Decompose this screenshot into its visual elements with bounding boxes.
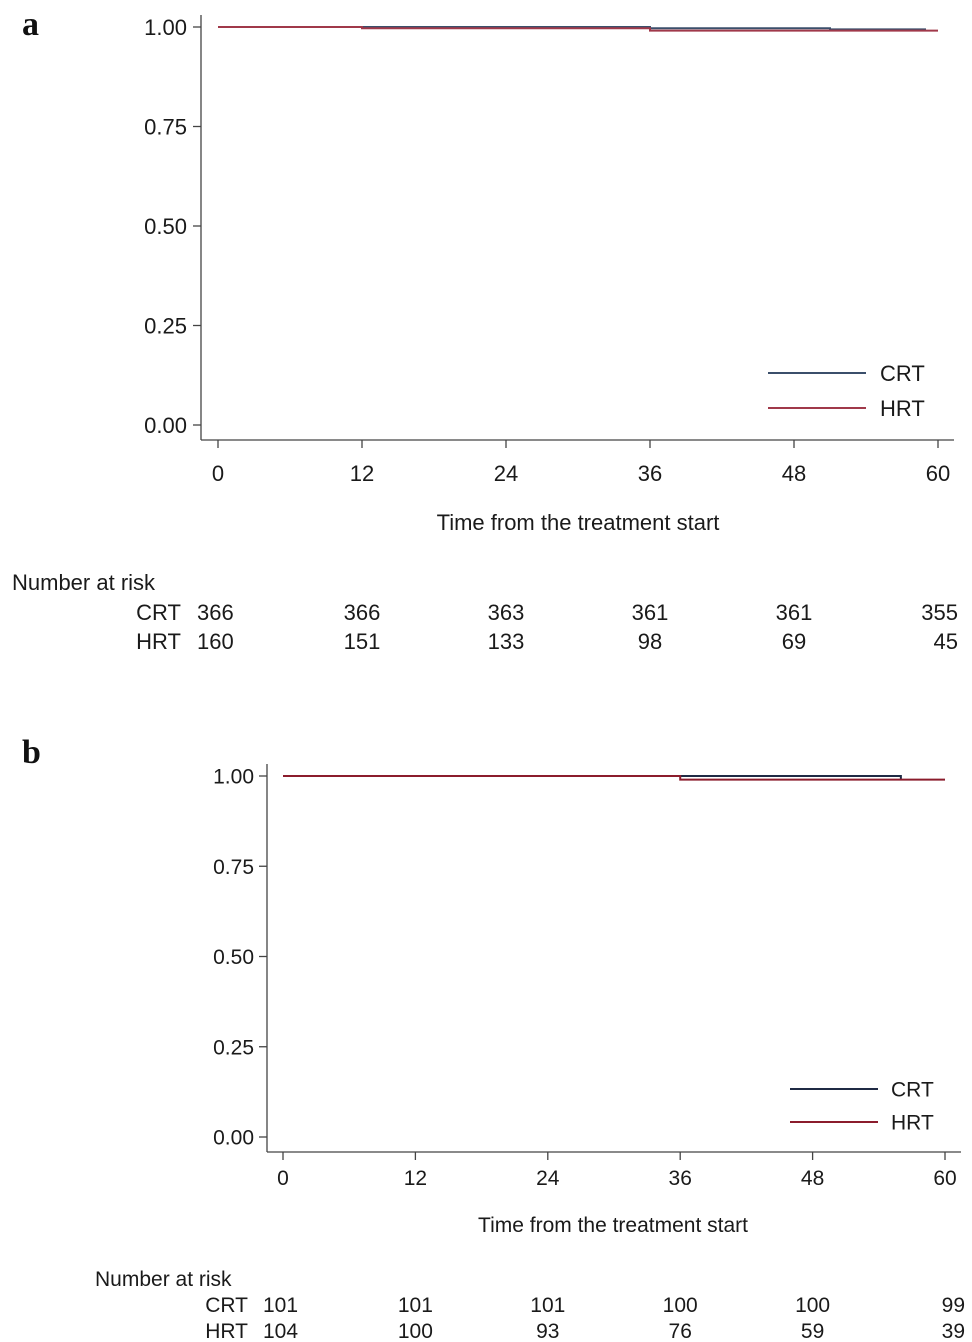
panel-b-y-tick-label: 0.00 (213, 1127, 254, 1150)
panel-b-y-tick-label: 0.75 (213, 856, 254, 879)
panel-a-y-tick-label: 0.25 (144, 313, 187, 338)
panel-a-x-tick-label: 24 (494, 461, 518, 486)
panel-b-risk-value: 101 (263, 1294, 298, 1317)
panel-b-risk-value: 59 (801, 1320, 824, 1342)
panel-a-risk-value: 133 (488, 629, 525, 654)
panel-b-risk-value: 101 (530, 1294, 565, 1317)
panel-a-x-tick-label: 60 (926, 461, 950, 486)
panel-a-risk-value: 151 (344, 629, 381, 654)
panel-a-legend-label-hrt: HRT (880, 396, 925, 421)
panel-a-risk-row-label: CRT (136, 600, 181, 625)
panel-a-x-axis-title: Time from the treatment start (437, 510, 720, 535)
panel-b-legend-label-crt: CRT (891, 1079, 934, 1102)
panel-b-risk-value: 93 (536, 1320, 559, 1342)
panel-a-risk-value: 361 (776, 600, 813, 625)
panel-a-x-tick-label: 48 (782, 461, 806, 486)
panel-b-risk-value: 99 (942, 1294, 965, 1317)
panel-a-risk-value: 45 (934, 629, 958, 654)
panel-letter-b: b (22, 734, 41, 771)
panel-a-risk-value: 361 (632, 600, 669, 625)
panel-b-legend-label-hrt: HRT (891, 1112, 934, 1135)
panel-a-risk-value: 160 (197, 629, 234, 654)
panel-b-risk-value: 100 (663, 1294, 698, 1317)
panel-b-y-tick-label: 1.00 (213, 766, 254, 789)
panel-a-risk-value: 355 (921, 600, 958, 625)
panel-a-series-crt-line (218, 26, 926, 31)
panel-b-risk-value: 101 (398, 1294, 433, 1317)
panel-a-y-tick-label: 0.50 (144, 214, 187, 239)
panel-b-y-tick-label: 0.50 (213, 946, 254, 969)
panel-b-risk-row-label: CRT (205, 1294, 248, 1317)
panel-b-y-tick-label: 0.25 (213, 1036, 254, 1059)
panel-b-series-hrt-line (283, 775, 945, 781)
panel-b-risk-value: 104 (263, 1320, 298, 1342)
panel-a-risk-table-title: Number at risk (12, 570, 156, 595)
panel-a-y-tick-label: 1.00 (144, 15, 187, 40)
panel-a-y-tick-label: 0.75 (144, 114, 187, 139)
panel-b-x-tick-label: 48 (801, 1167, 824, 1190)
panel-a-risk-value: 366 (344, 600, 381, 625)
panel-b-risk-value: 76 (669, 1320, 692, 1342)
panel-a-x-tick-label: 0 (212, 461, 224, 486)
panel-b-risk-value: 39 (942, 1320, 965, 1342)
panel-a-risk-value: 98 (638, 629, 662, 654)
panel-b-risk-table-title: Number at risk (95, 1268, 232, 1291)
panel-letter-a: a (22, 6, 39, 43)
panel-a-risk-value: 366 (197, 600, 234, 625)
panel-b-risk-row-label: HRT (205, 1320, 248, 1342)
panel-b-x-tick-label: 60 (933, 1167, 956, 1190)
panel-a-x-tick-label: 36 (638, 461, 662, 486)
panel-b-x-tick-label: 0 (277, 1167, 289, 1190)
panel-b-risk-value: 100 (795, 1294, 830, 1317)
panel-b-x-tick-label: 24 (536, 1167, 560, 1190)
panel-a-y-tick-label: 0.00 (144, 413, 187, 438)
panel-a-series-hrt-line (218, 26, 938, 32)
panel-b-x-axis-title: Time from the treatment start (478, 1214, 748, 1237)
panel-b-x-tick-label: 36 (669, 1167, 692, 1190)
panel-b-x-tick-label: 12 (404, 1167, 427, 1190)
panel-a-risk-value: 363 (488, 600, 525, 625)
panel-a-risk-row-label: HRT (136, 629, 181, 654)
panel-a-risk-value: 69 (782, 629, 806, 654)
panel-a-x-tick-label: 12 (350, 461, 374, 486)
panel-b-risk-value: 100 (398, 1320, 433, 1342)
panel-a-legend-label-crt: CRT (880, 361, 925, 386)
